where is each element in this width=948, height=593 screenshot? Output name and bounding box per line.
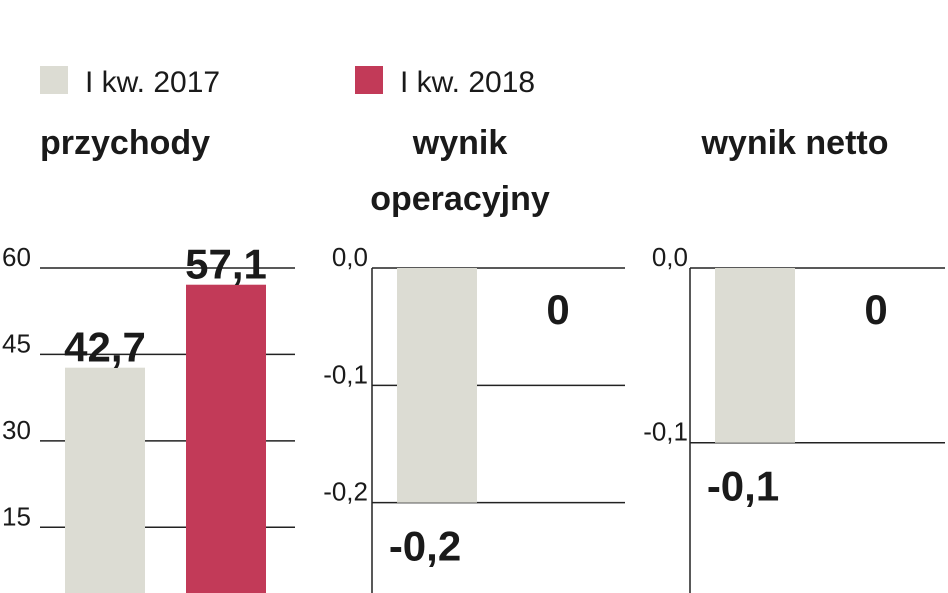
value-label: 57,1 [185, 241, 267, 288]
value-label: 0 [546, 286, 569, 333]
panel-title: wynik netto [701, 124, 889, 162]
panel-title: przychody [40, 124, 211, 162]
legend-swatch [40, 66, 68, 94]
bar [715, 268, 795, 443]
y-tick-label: -0,1 [323, 359, 368, 389]
y-tick-label: -0,2 [323, 477, 368, 507]
panel-title: wynik operacyjny [370, 124, 550, 218]
bar [397, 268, 477, 503]
value-label: 42,7 [64, 324, 146, 371]
legend-label: I kw. 2018 [400, 66, 535, 99]
y-tick-label: 0,0 [652, 242, 688, 272]
bar [65, 367, 145, 593]
y-tick-label: -0,1 [643, 417, 688, 447]
legend-label: I kw. 2017 [85, 66, 220, 99]
y-tick-label: 30 [2, 415, 31, 445]
value-label: -0,2 [389, 523, 461, 570]
y-tick-label: 60 [2, 242, 31, 272]
bar [186, 284, 266, 593]
value-label: -0,1 [707, 463, 779, 510]
y-tick-label: 15 [2, 501, 31, 531]
value-label: 0 [864, 286, 887, 333]
legend-swatch [355, 66, 383, 94]
y-tick-label: 0,0 [332, 242, 368, 272]
y-tick-label: 45 [2, 328, 31, 358]
